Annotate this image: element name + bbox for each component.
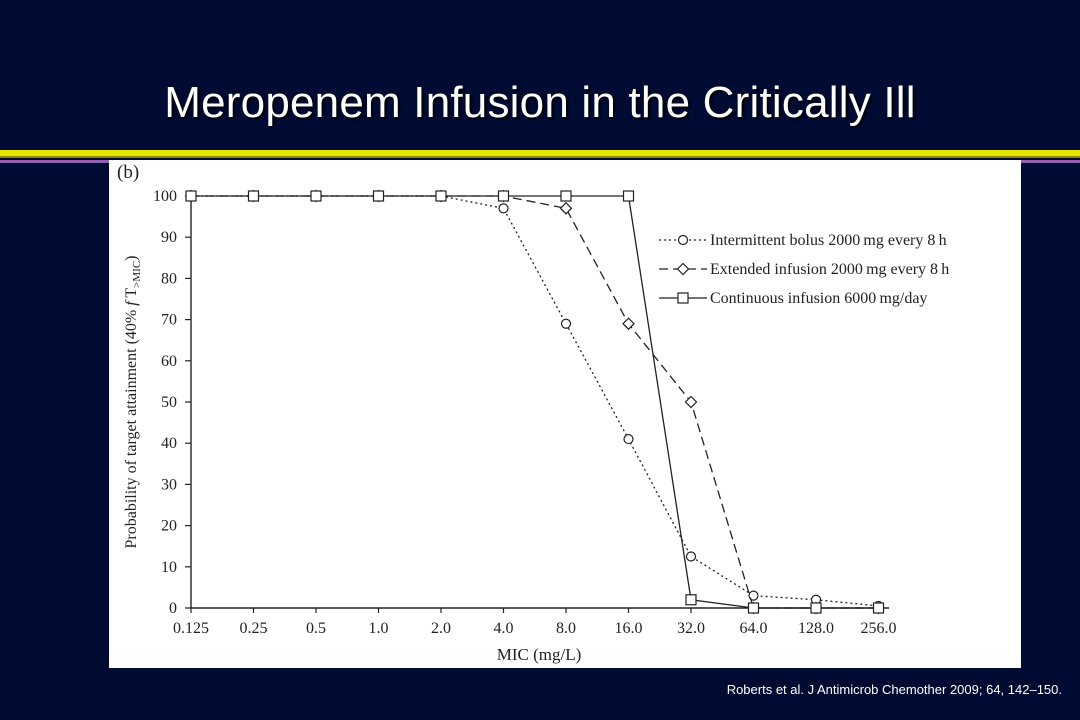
data-point-square <box>560 190 572 202</box>
x-tick-label: 1.0 <box>369 620 389 637</box>
x-tick-label: 0.5 <box>306 620 326 637</box>
title-rule-shadow <box>0 156 1080 158</box>
x-axis-label: MIC (mg/L) <box>497 645 582 664</box>
y-tick-label: 100 <box>153 188 177 205</box>
data-point-square <box>185 190 197 202</box>
data-point-circle <box>498 203 509 214</box>
y-tick-label: 90 <box>161 229 177 246</box>
x-tick-label: 8.0 <box>556 620 576 637</box>
series-line <box>191 195 879 609</box>
x-tick-label: 0.25 <box>240 620 268 637</box>
legend-marker-diamond <box>676 262 690 276</box>
legend-label: Continuous infusion 6000 mg/day <box>710 290 927 307</box>
y-tick-label: 0 <box>169 600 177 617</box>
legend-marker-square <box>677 292 689 304</box>
panel-label: (b) <box>117 162 139 183</box>
y-ticks: 0 10 20 30 40 50 60 70 80 90 100 <box>153 188 191 617</box>
legend-label: Intermittent bolus 2000 mg every 8 h <box>710 232 947 249</box>
x-tick-label: 256.0 <box>861 620 897 637</box>
data-point-square <box>747 602 760 614</box>
legend: Intermittent bolus 2000 mg every 8 h Exte… <box>659 232 949 307</box>
chart-panel: (b) 0 10 20 30 40 50 60 70 80 90 100 0.125 0.25 0.5 1… <box>109 160 1021 668</box>
y-axis-label: Probability of target attainment (40% f … <box>123 255 143 548</box>
x-tick-label: 32.0 <box>677 620 705 637</box>
data-point-diamond <box>559 202 573 215</box>
data-point-square <box>622 190 635 202</box>
series-layer <box>184 189 885 615</box>
series-diamond <box>184 189 885 615</box>
x-ticks: 0.125 0.25 0.5 1.0 2.0 4.0 8.0 16.0 32.0 64.0 128.… <box>173 608 897 637</box>
data-point-square <box>372 190 385 202</box>
data-point-diamond <box>622 317 635 331</box>
y-tick-label: 10 <box>161 559 177 576</box>
series-line <box>191 195 879 609</box>
x-tick-label: 16.0 <box>615 620 643 637</box>
data-point-square <box>872 602 885 614</box>
data-point-circle <box>685 551 697 562</box>
x-tick-label: 64.0 <box>740 620 768 637</box>
y-tick-label: 80 <box>161 270 177 287</box>
chart: (b) 0 10 20 30 40 50 60 70 80 90 100 0.125 0.25 0.5 1… <box>117 162 949 664</box>
data-point-circle <box>623 433 634 445</box>
data-point-square <box>310 190 322 202</box>
x-tick-label: 128.0 <box>798 620 834 637</box>
data-point-square <box>497 190 510 202</box>
y-tick-label: 60 <box>161 353 177 370</box>
y-tick-label: 70 <box>161 312 177 329</box>
title-rule-yellow <box>0 150 1080 158</box>
x-tick-label: 0.125 <box>173 620 209 637</box>
y-tick-label: 40 <box>161 435 177 452</box>
legend-marker-circle <box>677 234 689 246</box>
y-tick-label: 30 <box>161 476 177 493</box>
data-point-square <box>247 190 260 202</box>
x-tick-label: 2.0 <box>431 620 451 637</box>
y-tick-label: 20 <box>161 518 177 535</box>
data-point-square <box>435 190 447 202</box>
data-point-square <box>810 602 822 614</box>
data-point-circle <box>748 590 759 601</box>
x-tick-label: 4.0 <box>494 620 514 637</box>
y-tick-label: 50 <box>161 394 177 411</box>
citation: Roberts et al. J Antimicrob Chemother 20… <box>726 682 1062 697</box>
series-square <box>185 190 885 614</box>
data-point-diamond <box>684 395 698 409</box>
series-line <box>191 195 879 607</box>
data-point-circle <box>560 318 572 329</box>
slide-title: Meropenem Infusion in the Critically Ill <box>164 78 916 127</box>
legend-label: Extended infusion 2000 mg every 8 h <box>710 261 949 278</box>
series-circle <box>185 190 884 612</box>
data-point-square <box>685 594 697 606</box>
